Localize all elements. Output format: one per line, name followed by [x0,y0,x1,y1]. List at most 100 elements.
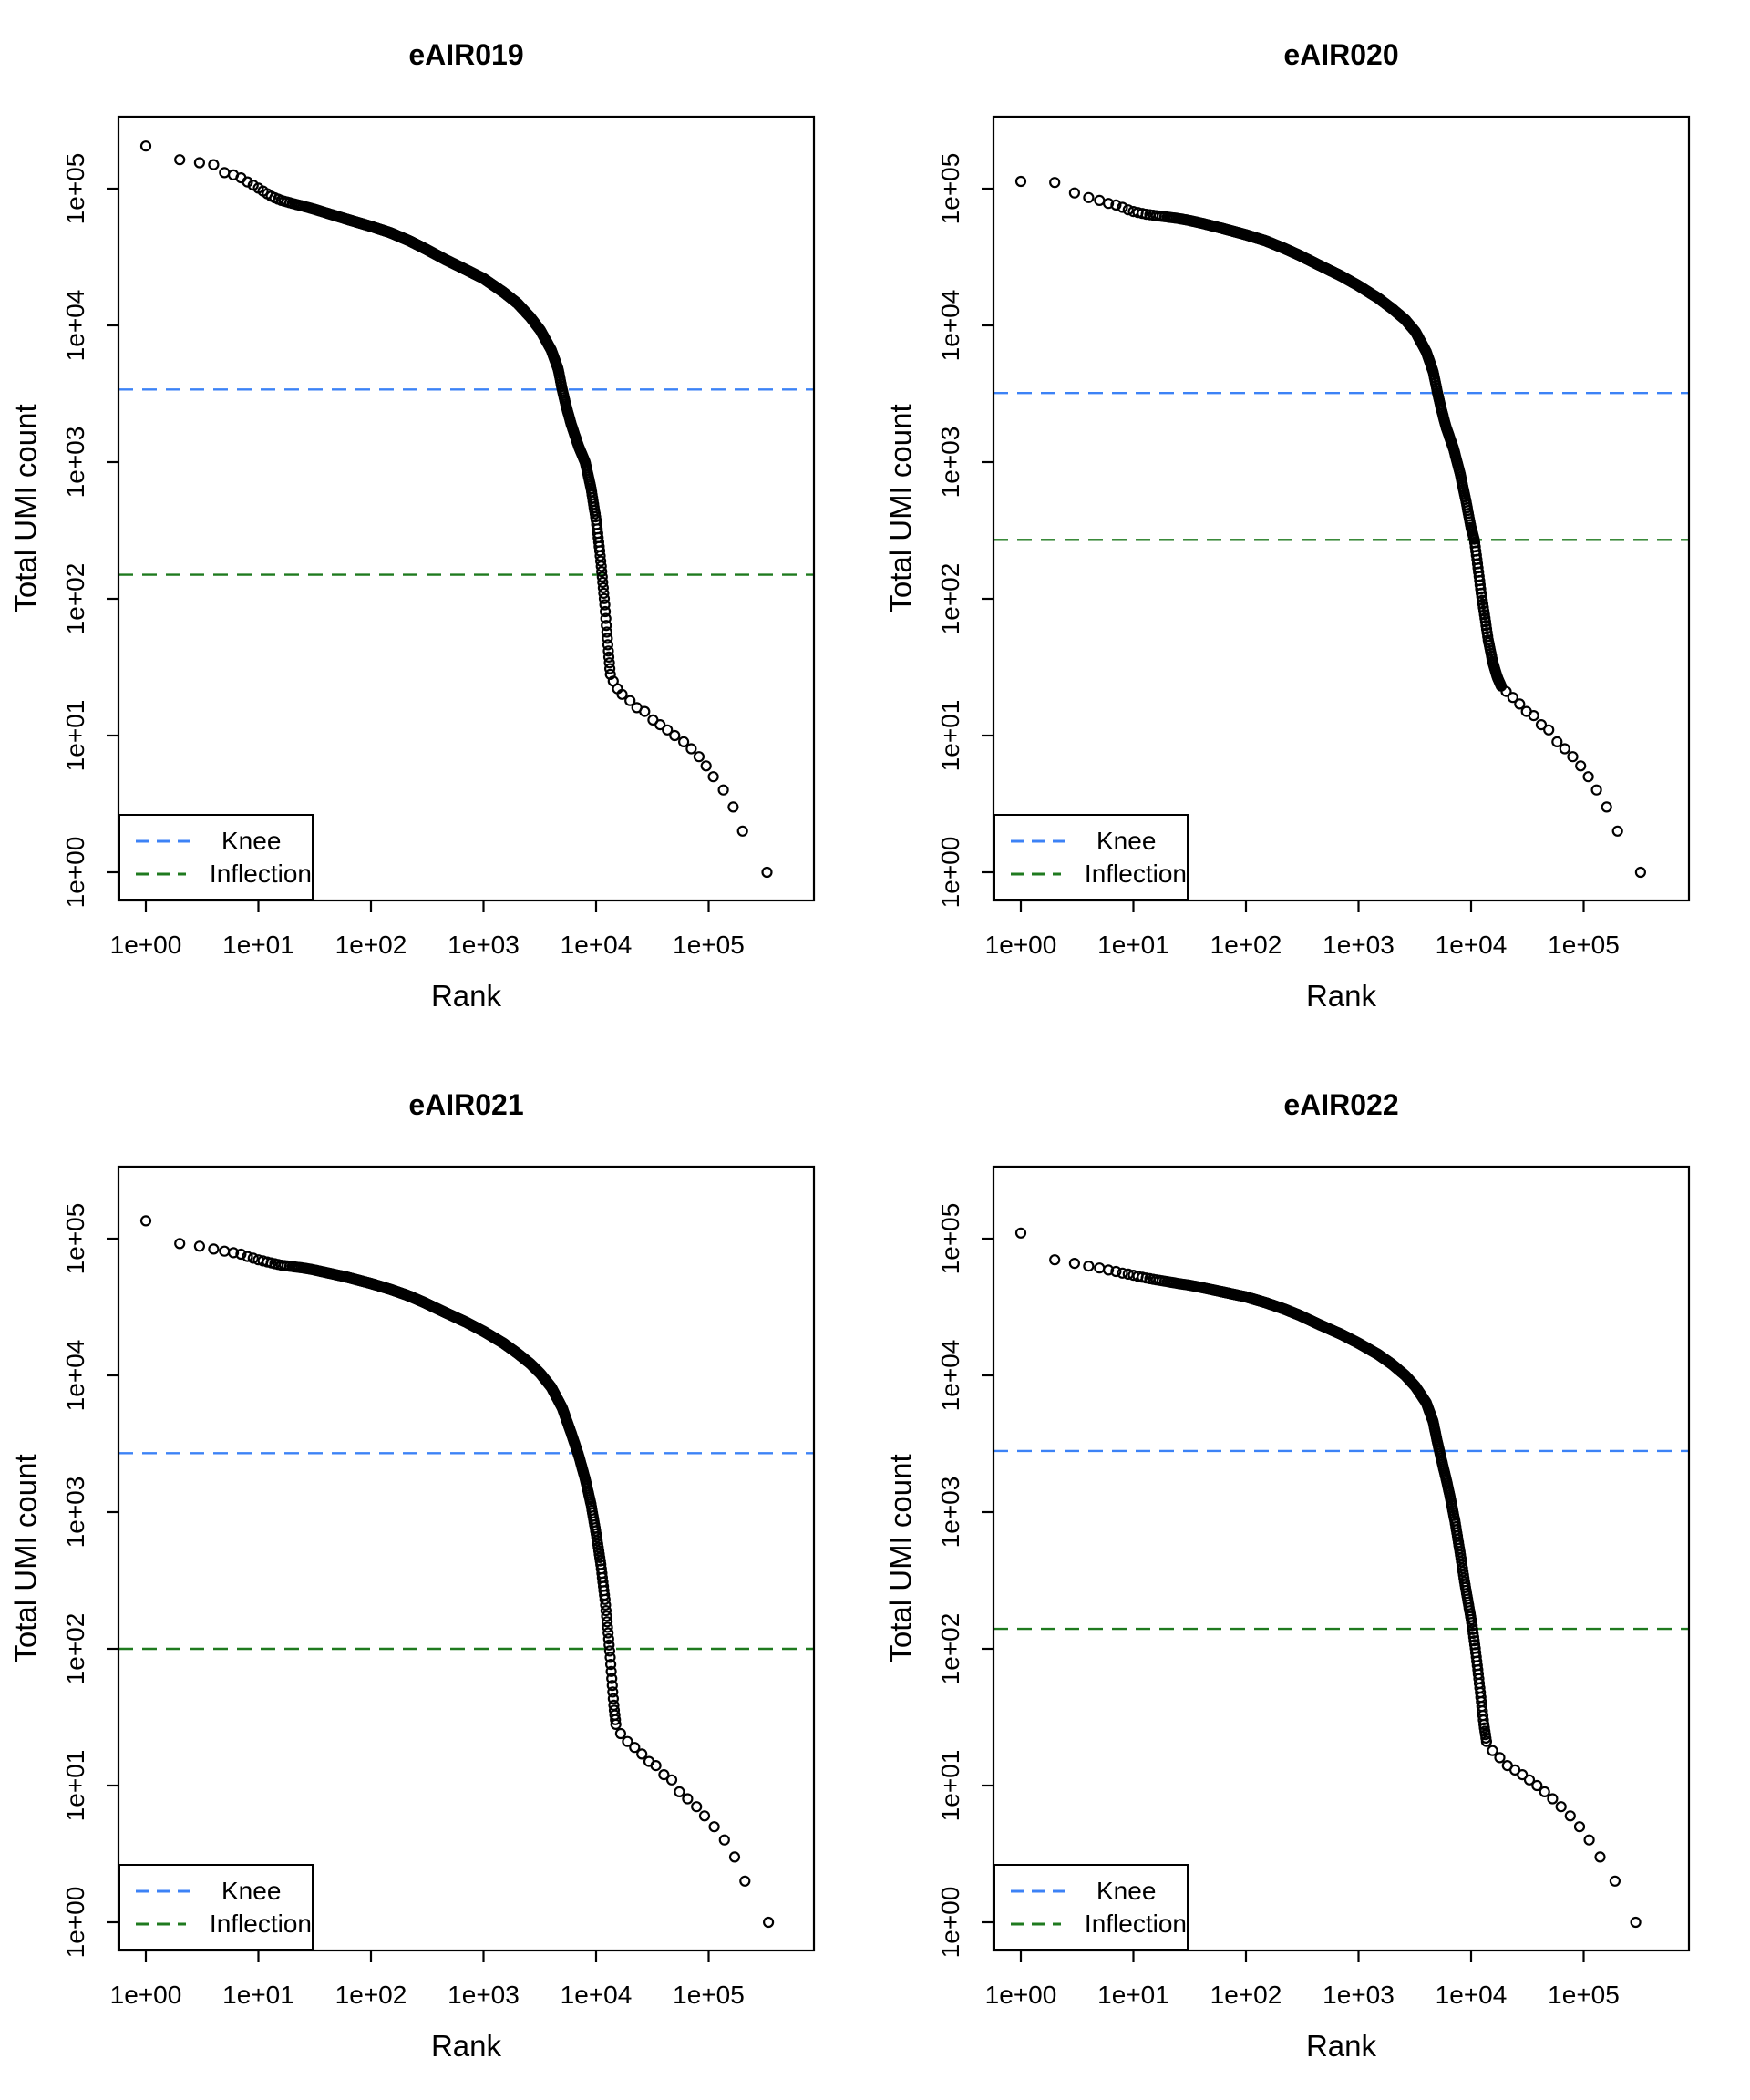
plot-box [992,1165,1691,1952]
panel-eAIR022: eAIR022 1e+00 1e+01 1e+02 1e+03 1e+04 1e+05 1e… [875,1050,1750,2100]
y-tick-label: 1e+00 [936,1887,964,1959]
legend-label-knee: Knee [1096,826,1157,855]
data-points [139,1215,775,1929]
legend-label-inflection: Inflection [209,859,312,888]
y-tick-label: 1e+05 [61,153,89,225]
y-tick-label: 1e+04 [936,1340,964,1412]
y-tick-label: 1e+04 [936,290,964,362]
legend: Knee Inflection [118,814,314,901]
legend-label-inflection: Inflection [209,1909,312,1938]
x-axis-title: Rank [430,979,502,1013]
y-axis-title: Total UMI count [883,1454,918,1663]
knee-dash-sample [1011,1889,1069,1892]
inflection-dash-sample [136,872,186,875]
legend-item-knee: Knee [1009,826,1187,855]
y-tick-label: 1e+00 [936,837,964,909]
x-tick-label: 1e+02 [1210,1981,1282,2009]
y-tick-label: 1e+02 [61,1613,89,1685]
data-points [1014,175,1647,879]
y-tick-label: 1e+00 [61,1887,89,1959]
legend: Knee Inflection [118,1864,314,1951]
y-axis-title: Total UMI count [8,1454,43,1663]
panel-eAIR020: eAIR020 1e+00 1e+01 1e+02 1e+03 1e+04 1e+05 1e… [875,0,1750,1050]
legend: Knee Inflection [993,814,1189,901]
x-tick-label: 1e+05 [673,931,745,959]
y-tick-label: 1e+03 [936,427,964,499]
plot-box [992,115,1691,902]
x-tick-label: 1e+04 [1436,1981,1508,2009]
y-tick-label: 1e+05 [936,1203,964,1275]
panel-eAIR019: eAIR019 1e+00 1e+01 1e+02 1e+03 1e+04 1e+05 1e… [0,0,875,1050]
y-tick-label: 1e+03 [936,1477,964,1549]
x-tick-label: 1e+00 [985,1981,1057,2009]
knee-dash-sample [136,839,194,842]
legend-item-knee: Knee [1009,1876,1187,1905]
x-tick-label: 1e+02 [335,931,407,959]
inflection-dash-sample [136,1922,186,1925]
y-tick-label: 1e+03 [61,427,89,499]
x-tick-label: 1e+05 [673,1981,745,2009]
x-tick-label: 1e+01 [222,931,294,959]
x-axis-title: Rank [1305,2029,1377,2063]
y-tick-label: 1e+01 [936,1750,964,1822]
x-tick-label: 1e+03 [448,1981,520,2009]
x-tick-label: 1e+01 [222,1981,294,2009]
y-tick-label: 1e+02 [936,1613,964,1685]
barcode-rank-plot: 1e+00 1e+01 1e+02 1e+03 1e+04 1e+05 1e+00 1e+01… [936,1165,1691,2009]
y-axis-title: Total UMI count [8,404,43,613]
y-tick-label: 1e+05 [936,153,964,225]
x-tick-label: 1e+05 [1548,931,1620,959]
legend: Knee Inflection [993,1864,1189,1951]
legend-label-knee: Knee [221,1876,282,1905]
x-tick-label: 1e+03 [448,931,520,959]
y-tick-label: 1e+00 [61,837,89,909]
x-tick-label: 1e+01 [1097,931,1169,959]
x-tick-label: 1e+02 [1210,931,1282,959]
y-tick-label: 1e+01 [936,700,964,772]
inflection-dash-sample [1011,872,1061,875]
y-tick-label: 1e+02 [936,563,964,635]
panel-eAIR021: eAIR021 1e+00 1e+01 1e+02 1e+03 1e+04 1e+05 1e… [0,1050,875,2100]
legend-item-inflection: Inflection [134,859,312,888]
panel-title: eAIR021 [408,1088,524,1121]
plot-box [117,115,816,902]
x-tick-label: 1e+01 [1097,1981,1169,2009]
legend-label-knee: Knee [221,826,282,855]
barcode-rank-plot: 1e+00 1e+01 1e+02 1e+03 1e+04 1e+05 1e+00 1e+01… [936,115,1691,959]
x-tick-label: 1e+03 [1323,1981,1395,2009]
y-tick-label: 1e+02 [61,563,89,635]
legend-item-inflection: Inflection [134,1909,312,1938]
legend-label-knee: Knee [1096,1876,1157,1905]
x-axis-title: Rank [1305,979,1377,1013]
legend-label-inflection: Inflection [1084,859,1187,888]
y-tick-label: 1e+04 [61,1340,89,1412]
x-tick-label: 1e+03 [1323,931,1395,959]
x-tick-label: 1e+00 [110,1981,182,2009]
panel-title: eAIR020 [1283,38,1399,71]
x-axis-title: Rank [430,2029,502,2063]
x-tick-label: 1e+05 [1548,1981,1620,2009]
y-tick-label: 1e+05 [61,1203,89,1275]
barcode-rank-plot: 1e+00 1e+01 1e+02 1e+03 1e+04 1e+05 1e+00 1e+01… [61,115,816,959]
x-tick-label: 1e+04 [1436,931,1508,959]
data-points [139,140,773,879]
legend-label-inflection: Inflection [1084,1909,1187,1938]
knee-dash-sample [136,1889,194,1892]
x-tick-label: 1e+04 [561,1981,633,2009]
x-tick-label: 1e+00 [110,931,182,959]
legend-item-inflection: Inflection [1009,1909,1187,1938]
knee-dash-sample [1011,839,1069,842]
x-tick-label: 1e+02 [335,1981,407,2009]
panel-title: eAIR022 [1283,1088,1399,1121]
y-tick-label: 1e+01 [61,1750,89,1822]
barcode-rank-plot: 1e+00 1e+01 1e+02 1e+03 1e+04 1e+05 1e+00 1e+01… [61,1165,816,2009]
y-tick-label: 1e+01 [61,700,89,772]
data-points [1014,1227,1642,1929]
legend-item-knee: Knee [134,1876,312,1905]
x-tick-label: 1e+04 [561,931,633,959]
legend-item-inflection: Inflection [1009,859,1187,888]
y-tick-label: 1e+03 [61,1477,89,1549]
legend-item-knee: Knee [134,826,312,855]
panel-title: eAIR019 [408,38,524,71]
